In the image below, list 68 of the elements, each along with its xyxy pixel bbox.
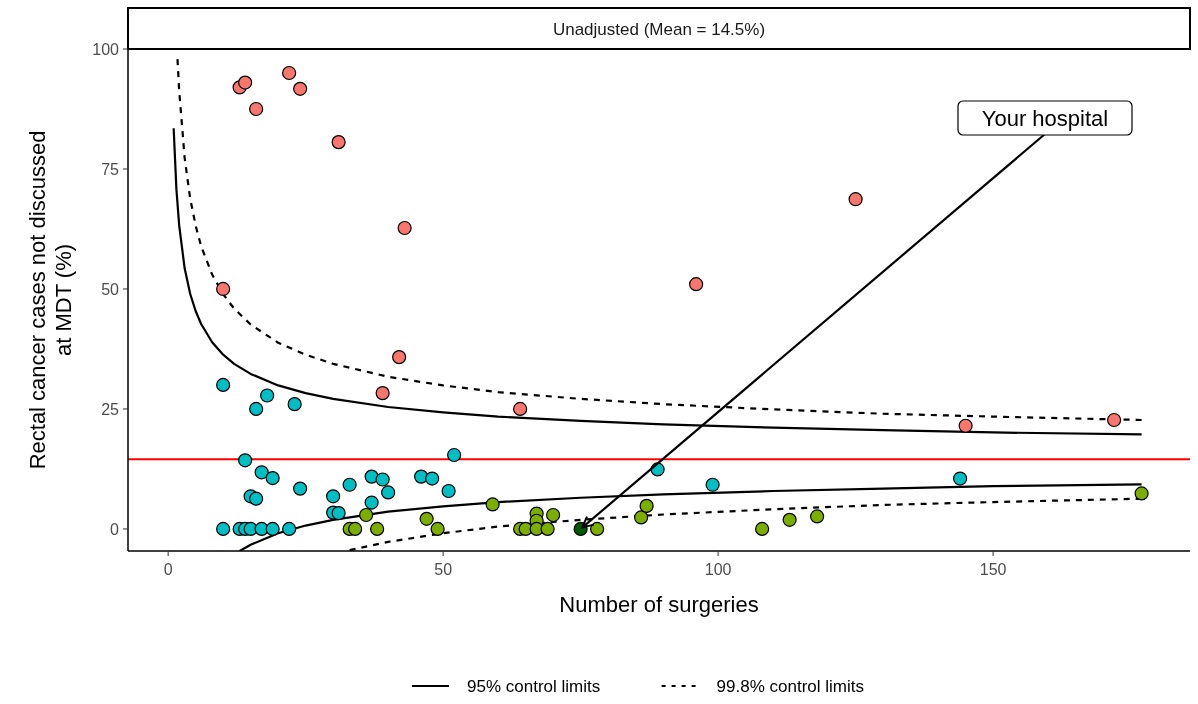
point [958, 418, 973, 433]
x-tick-label: 0 [163, 561, 173, 578]
point [216, 521, 231, 537]
point [287, 397, 302, 412]
point [848, 192, 863, 207]
point [590, 521, 605, 537]
point [364, 495, 379, 510]
point [953, 471, 968, 486]
point [249, 401, 264, 417]
y-axis-title: Rectal cancer cases not discussed at MDT (%) [25, 130, 76, 470]
point [689, 277, 704, 292]
point [540, 521, 555, 537]
point [430, 521, 445, 537]
point [282, 65, 297, 81]
point [755, 521, 770, 537]
point [282, 521, 297, 537]
point [639, 498, 654, 513]
point [375, 386, 390, 401]
point [293, 81, 308, 96]
point [1134, 486, 1149, 501]
point [810, 509, 825, 524]
point [782, 512, 797, 527]
point [348, 521, 363, 537]
point [359, 507, 374, 523]
point [1107, 412, 1122, 428]
point [546, 507, 561, 523]
annotation: Your hospital [981, 106, 1109, 131]
point [238, 453, 253, 468]
point [485, 497, 500, 512]
point [425, 471, 440, 486]
x-axis-title: Number of surgeries [559, 592, 759, 617]
x-tick-label: 150 [979, 561, 1007, 578]
y-tick-label: 50 [101, 280, 120, 298]
point [265, 470, 280, 486]
point [249, 491, 264, 506]
point [705, 477, 720, 492]
point [342, 477, 357, 492]
point [397, 220, 412, 236]
legend-label: 95% control limits [467, 677, 601, 696]
chart-title: Unadjusted (Mean = 14.5%) [552, 20, 766, 39]
point [238, 75, 253, 90]
point [513, 401, 528, 417]
point [381, 485, 396, 500]
point [331, 505, 346, 521]
y-tick-label: 0 [110, 520, 120, 538]
point [375, 472, 390, 487]
x-tick-label: 50 [434, 561, 453, 578]
y-tick-label: 25 [101, 400, 120, 418]
point [216, 377, 231, 393]
point [265, 521, 280, 537]
legend-label: 99.8% control limits [716, 677, 864, 696]
point [634, 510, 649, 525]
point [216, 281, 231, 297]
point [293, 481, 308, 496]
y-tick-label: 100 [92, 41, 120, 58]
point [331, 135, 346, 150]
point [249, 101, 264, 117]
point [441, 483, 456, 499]
x-tick-label: 100 [704, 561, 732, 578]
point [392, 350, 407, 365]
point [254, 465, 269, 480]
point [370, 521, 385, 537]
point [260, 388, 275, 403]
point [447, 447, 462, 463]
point [326, 489, 341, 504]
line-series [176, 57, 1143, 422]
y-tick-label: 75 [101, 160, 120, 178]
point [419, 511, 434, 526]
